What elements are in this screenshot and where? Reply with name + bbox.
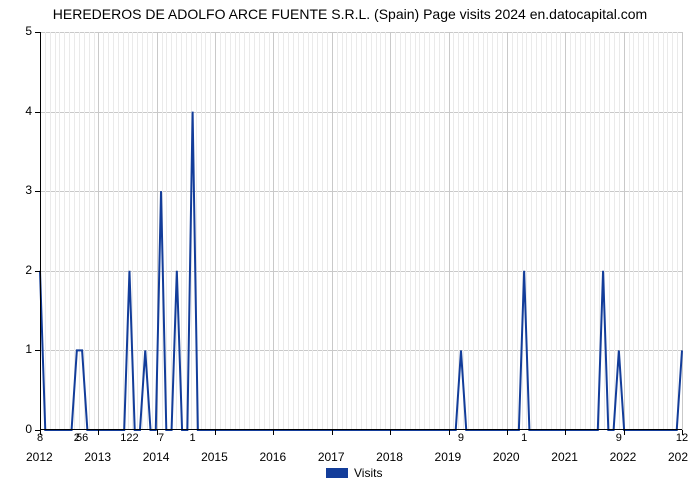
plot-area xyxy=(40,32,682,430)
x-year-label: 2021 xyxy=(551,450,578,464)
x-tick-mark xyxy=(215,430,216,435)
y-tick-label: 5 xyxy=(25,24,32,38)
grid-v-major xyxy=(682,32,683,430)
y-tick-label: 1 xyxy=(25,342,32,356)
x-tick-mark xyxy=(507,430,508,435)
y-tick-mark xyxy=(35,32,40,33)
x-tick-mark xyxy=(98,430,99,435)
point-label: 8 xyxy=(37,432,43,444)
x-tick-mark xyxy=(449,430,450,435)
x-tick-mark xyxy=(273,430,274,435)
y-tick-label: 4 xyxy=(25,104,32,118)
x-year-label: 2019 xyxy=(435,450,462,464)
legend-swatch xyxy=(326,468,348,478)
x-year-label: 2022 xyxy=(610,450,637,464)
x-tick-mark xyxy=(332,430,333,435)
x-year-label: 2020 xyxy=(493,450,520,464)
x-year-label: 202 xyxy=(668,450,688,464)
x-year-label: 2015 xyxy=(201,450,228,464)
y-tick-mark xyxy=(35,350,40,351)
point-label: 56 xyxy=(76,432,88,444)
x-tick-mark xyxy=(565,430,566,435)
x-axis-line xyxy=(40,429,682,430)
x-year-label: 2017 xyxy=(318,450,345,464)
x-year-label: 2014 xyxy=(143,450,170,464)
y-tick-mark xyxy=(35,191,40,192)
point-label: 12 xyxy=(676,432,688,444)
point-label: 122 xyxy=(120,432,138,444)
y-tick-mark xyxy=(35,271,40,272)
x-tick-mark xyxy=(390,430,391,435)
visits-chart: HEREDEROS DE ADOLFO ARCE FUENTE S.R.L. (… xyxy=(0,0,700,500)
point-label: 1 xyxy=(190,432,196,444)
y-tick-label: 3 xyxy=(25,183,32,197)
x-year-label: 2018 xyxy=(376,450,403,464)
legend: Visits xyxy=(326,466,382,480)
point-label: 1 xyxy=(521,432,527,444)
y-tick-mark xyxy=(35,112,40,113)
point-label: 7 xyxy=(158,432,164,444)
visits-line xyxy=(40,32,682,430)
y-tick-label: 0 xyxy=(25,422,32,436)
x-year-label: 2013 xyxy=(84,450,111,464)
point-label: 9 xyxy=(458,432,464,444)
x-year-label: 2016 xyxy=(259,450,286,464)
x-tick-mark xyxy=(624,430,625,435)
y-axis-line xyxy=(40,32,41,430)
point-label: 9 xyxy=(616,432,622,444)
y-tick-label: 2 xyxy=(25,263,32,277)
chart-title: HEREDEROS DE ADOLFO ARCE FUENTE S.R.L. (… xyxy=(0,6,700,24)
chart-title-text: HEREDEROS DE ADOLFO ARCE FUENTE S.R.L. (… xyxy=(53,6,647,22)
x-year-label: 2012 xyxy=(26,450,53,464)
visits-path xyxy=(40,112,682,430)
legend-label: Visits xyxy=(354,466,382,480)
